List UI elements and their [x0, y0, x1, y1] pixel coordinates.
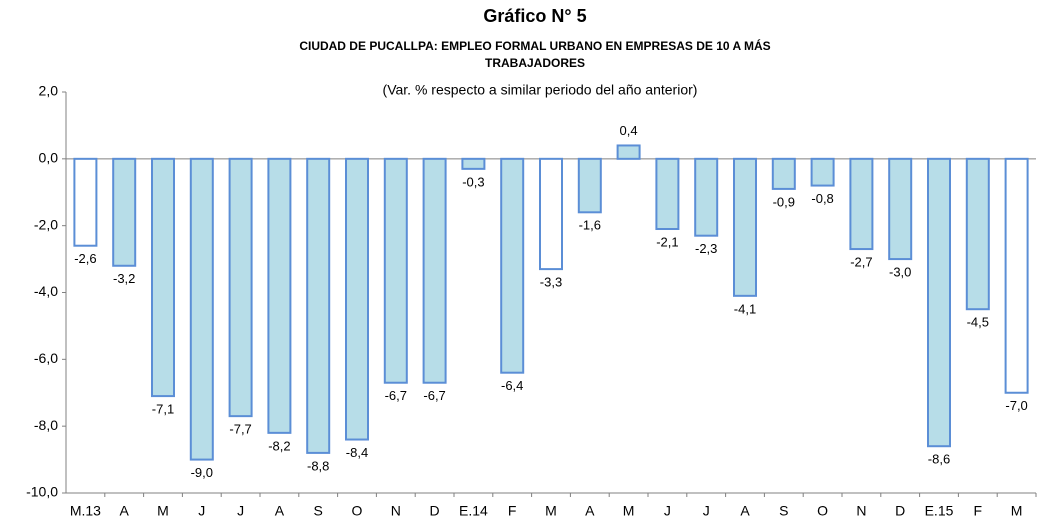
x-tick-label: F [974, 503, 983, 519]
value-label: -7,7 [229, 422, 251, 437]
value-label: -8,2 [268, 438, 290, 453]
bar [228, 157, 253, 418]
value-label: -8,8 [307, 458, 329, 473]
x-tick-label: N [391, 503, 401, 519]
x-tick-label: D [895, 503, 905, 519]
y-tick-label: -6,0 [34, 350, 58, 366]
value-label: -2,6 [74, 251, 96, 266]
x-tick-label: M [157, 503, 169, 519]
x-tick-label: O [817, 503, 828, 519]
bar [577, 157, 602, 214]
bar [1004, 157, 1029, 394]
bar [849, 157, 874, 251]
x-tick-label: E.14 [459, 503, 488, 519]
bar [422, 157, 447, 384]
bar [112, 157, 137, 267]
bar [500, 157, 525, 374]
bar [694, 157, 719, 237]
bar [965, 157, 990, 311]
value-label: -8,6 [928, 452, 950, 467]
x-tick-label: J [664, 503, 671, 519]
value-label: -7,0 [1005, 398, 1027, 413]
x-tick-label: E.15 [925, 503, 954, 519]
value-label: -2,7 [850, 254, 872, 269]
value-label: -4,1 [734, 301, 756, 316]
x-tick-label: D [430, 503, 440, 519]
value-label: -6,4 [501, 378, 523, 393]
x-tick-label: S [314, 503, 323, 519]
x-tick-label: A [585, 503, 595, 519]
value-label: -2,3 [695, 241, 717, 256]
bar [771, 157, 796, 190]
x-tick-label: J [198, 503, 205, 519]
y-tick-label: 0,0 [39, 150, 59, 166]
bar [73, 157, 98, 247]
bar [655, 157, 680, 231]
x-tick-label: M.13 [70, 503, 101, 519]
bar [267, 157, 292, 434]
value-label: 0,4 [620, 123, 638, 138]
bar [888, 157, 913, 261]
x-tick-label: M [545, 503, 557, 519]
value-label: -0,8 [811, 191, 833, 206]
bar [345, 157, 369, 441]
x-tick-label: J [237, 503, 244, 519]
chart-subtitle: TRABAJADORES [485, 56, 585, 70]
x-tick-label: O [352, 503, 363, 519]
value-label: -0,9 [773, 194, 795, 209]
bar [810, 157, 835, 187]
value-label: -7,1 [152, 402, 174, 417]
x-tick-label: S [779, 503, 788, 519]
value-label: -6,7 [423, 388, 445, 403]
y-tick-label: 2,0 [39, 83, 59, 99]
value-label: -3,2 [113, 271, 135, 286]
chart-note: (Var. % respecto a similar periodo del a… [383, 82, 698, 98]
value-label: -0,3 [462, 174, 484, 189]
chart-subtitle: CIUDAD DE PUCALLPA: EMPLEO FORMAL URBANO… [299, 38, 770, 53]
bar [383, 157, 408, 384]
value-label: -2,1 [656, 234, 678, 249]
x-tick-label: F [508, 503, 517, 519]
bar [733, 157, 757, 297]
bar [151, 157, 175, 398]
y-tick-label: -8,0 [34, 417, 58, 433]
y-tick-label: -10,0 [26, 484, 58, 500]
bar [616, 144, 641, 160]
bar [927, 157, 951, 448]
bar [539, 157, 563, 271]
value-label: -8,4 [346, 445, 368, 460]
value-label: -9,0 [191, 465, 213, 480]
value-label: -1,6 [579, 218, 601, 233]
chart-title: Gráfico N° 5 [483, 6, 586, 26]
x-tick-label: A [120, 503, 130, 519]
value-label: -3,3 [540, 275, 562, 290]
y-tick-label: -4,0 [34, 283, 58, 299]
value-label: -4,5 [967, 315, 989, 330]
bar [461, 157, 486, 170]
value-label: -3,0 [889, 265, 911, 280]
bar [189, 157, 214, 461]
x-tick-label: A [740, 503, 750, 519]
x-tick-label: M [1011, 503, 1023, 519]
x-tick-label: N [856, 503, 866, 519]
x-tick-label: M [623, 503, 635, 519]
value-label: -6,7 [385, 388, 407, 403]
bar [306, 157, 331, 454]
x-tick-label: A [275, 503, 285, 519]
y-tick-label: -2,0 [34, 216, 58, 232]
x-tick-label: J [703, 503, 710, 519]
